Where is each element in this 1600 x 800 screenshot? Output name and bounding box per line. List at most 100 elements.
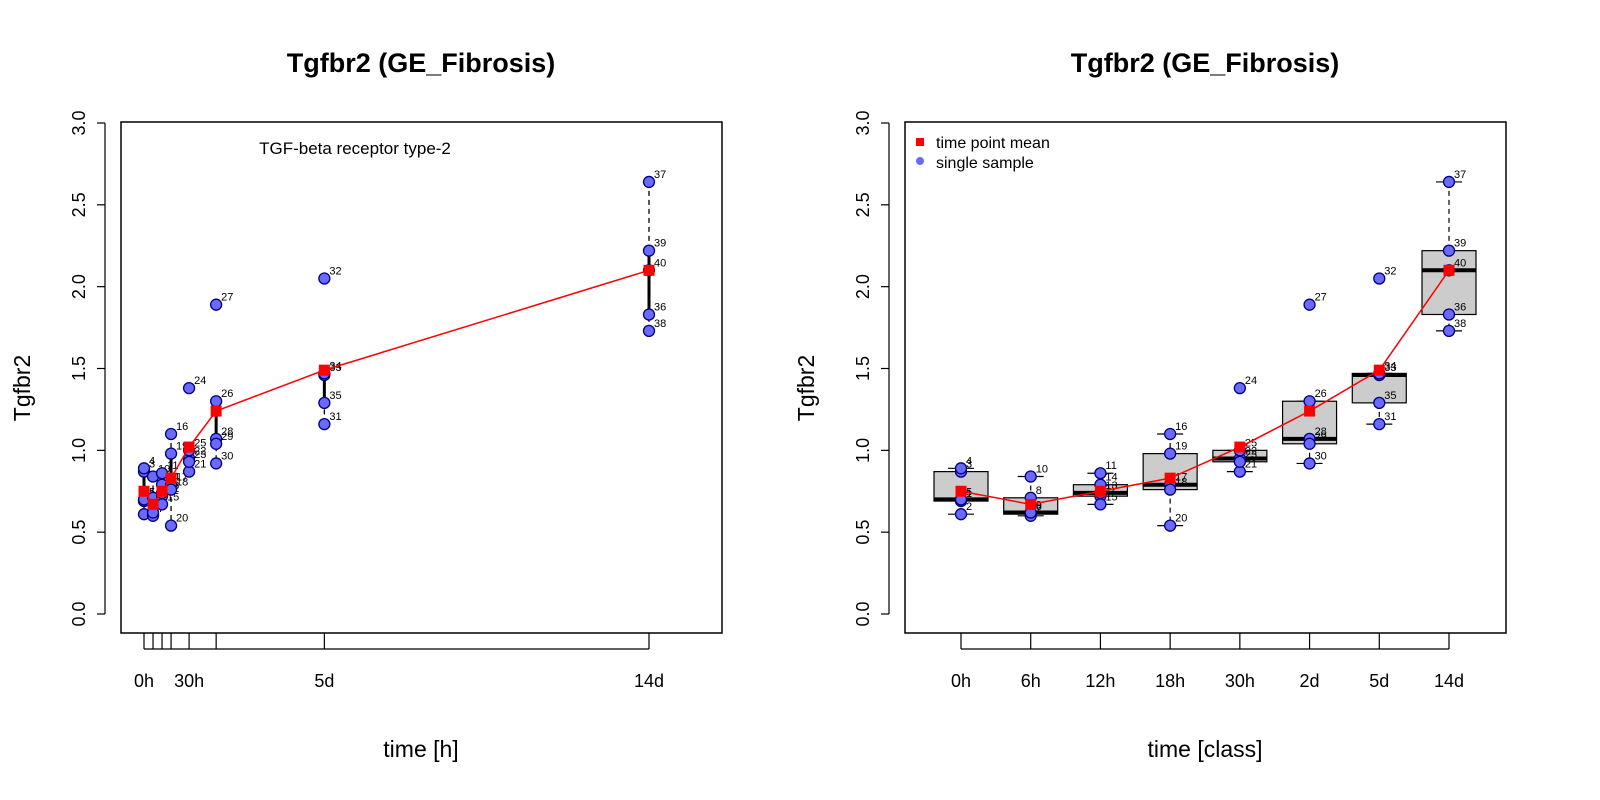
right-mean-marker [1094,485,1106,497]
right-sample-label: 31 [1384,411,1396,423]
right-mean-marker [1373,364,1385,376]
right-sample-label: 22 [1245,446,1257,458]
left-x-axis-label: time [h] [383,736,458,762]
left-mean-marker [183,441,195,453]
right-sample-point [1163,447,1177,460]
right-sample-label: 24 [1245,375,1257,387]
right-sample-label: 18 [1175,477,1187,489]
right-sample-label: 20 [1175,513,1187,525]
left-mean-series [138,264,655,510]
legend: time point mean single sample [916,135,1050,172]
left-sample-label: 37 [654,169,666,181]
left-sample-point [642,324,656,338]
right-sample-label: 30 [1315,450,1327,462]
right-sample-point [1094,498,1107,511]
right-sample-point [1233,381,1247,395]
right-boxplots [933,181,1477,527]
right-sample-label: 23 [1245,449,1257,461]
right-x-tick-label: 2d [1300,671,1320,691]
left-sample-point [182,455,196,468]
left-chart: Tgfbr2 (GE_Fibrosis) TGF-beta receptor t… [9,48,723,762]
right-y-tick-label: 0.5 [853,520,873,545]
left-y-tick-label: 0.5 [69,520,89,545]
right-sample-label: 26 [1315,388,1327,400]
left-sample-point [137,462,151,475]
left-sample-point [642,308,656,321]
right-chart: Tgfbr2 (GE_Fibrosis) time [class] Tgfbr2… [793,48,1507,762]
right-sample-label: 1 [966,488,972,500]
right-y-tick-label: 1.0 [853,438,873,463]
right-x-tick-label: 6h [1021,671,1041,691]
right-x-axis-label: time [class] [1147,736,1262,762]
right-mean-marker [1164,472,1176,484]
right-mean-marker [1234,441,1246,453]
right-sample-point [1303,457,1316,470]
left-mean-marker [156,485,168,497]
right-sample-point [1163,483,1177,496]
left-y-tick-label: 1.0 [69,438,89,463]
left-sample-label: 20 [176,513,188,525]
right-sample-point [1373,272,1386,285]
left-sample-point [318,272,331,285]
right-sample-point [1442,175,1456,189]
left-x-tick-label: 5d [314,671,334,691]
right-x-tick-label: 0h [951,671,971,691]
left-sample-point [164,519,178,532]
right-x-tick-label: 30h [1225,671,1255,691]
left-sample-label: 29 [221,431,233,443]
right-sample-label: 40 [1454,257,1466,269]
left-chart-subtitle: TGF-beta receptor type-2 [259,139,451,158]
right-mean-marker [1443,264,1455,276]
left-sample-point [209,457,223,470]
right-sample-point [954,462,968,475]
left-chart-title: Tgfbr2 (GE_Fibrosis) [287,48,556,78]
left-mean-marker [138,485,150,497]
left-sample-point [164,447,178,460]
left-sample-label: 21 [194,459,206,471]
left-whiskers [142,181,651,526]
left-y-tick-label: 0.0 [69,601,89,626]
left-sample-label: 4 [149,455,155,467]
left-plot-frame [120,121,723,634]
right-sample-label: 14 [1105,472,1117,484]
left-sample-label: 16 [176,421,188,433]
right-sample-label: 28 [1315,426,1327,438]
right-mean-marker [955,485,967,497]
left-sample-label: 28 [221,426,233,438]
right-sample-label: 8 [1036,485,1042,497]
left-sample-label: 40 [654,257,666,269]
right-sample-point [1303,395,1316,408]
right-sample-label: 36 [1454,301,1466,313]
left-sample-point [318,396,331,410]
right-y-tick-label: 0.0 [853,601,873,626]
left-sample-point [209,437,223,450]
right-sample-point [1163,427,1177,441]
left-y-tick-label: 2.0 [69,274,89,299]
right-sample-point [1163,519,1177,532]
right-x-tick-label: 5d [1369,671,1389,691]
right-sample-label: 32 [1384,265,1396,277]
left-sample-label: 27 [221,292,233,304]
right-sample-label: 15 [1105,491,1117,503]
right-sample-point [1442,308,1456,321]
left-mean-marker [147,498,159,510]
right-mean-line [960,269,1450,506]
left-sample-label: 30 [221,450,233,462]
left-y-axis: 0.0 0.5 1.0 1.5 2.0 2.5 3.0 [69,110,106,627]
right-sample-label: 27 [1315,292,1327,304]
left-sample-label: 35 [329,390,341,402]
left-sample-point [642,244,656,257]
right-mean-marker [1304,405,1316,417]
left-sample-label: 24 [194,375,206,387]
right-sample-label: 37 [1454,169,1466,181]
right-sample-point [1303,298,1316,311]
left-sample-point [642,175,656,189]
right-sample-label: 7 [1036,503,1042,515]
right-sample-label: 21 [1245,459,1257,471]
right-y-axis-label: Tgfbr2 [793,355,819,421]
right-sample-point [954,508,968,521]
right-x-tick-label: 18h [1155,671,1185,691]
right-sample-label: 2 [966,501,972,513]
